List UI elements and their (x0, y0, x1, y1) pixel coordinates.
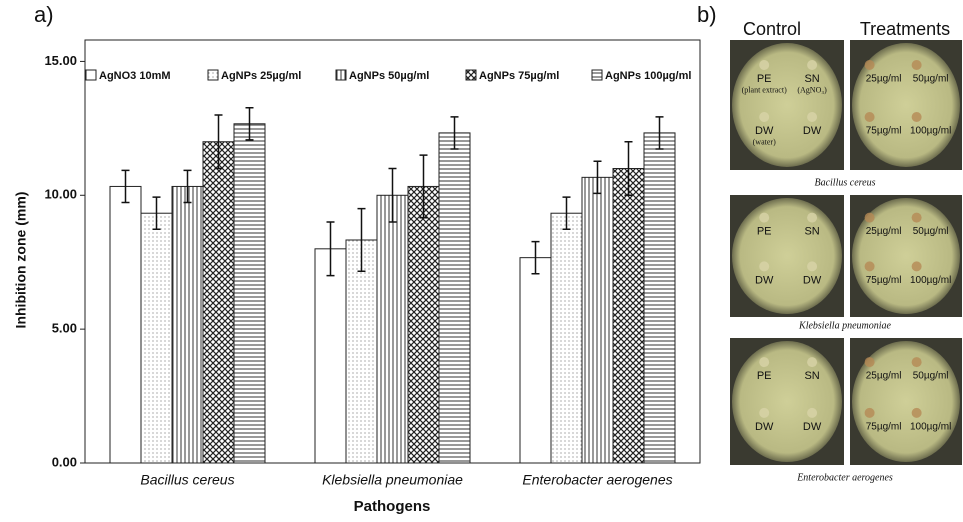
well (912, 357, 922, 367)
well (912, 213, 922, 223)
well-label: DW (755, 274, 774, 286)
y-tick-label: 10.00 (44, 187, 77, 202)
well (865, 112, 875, 122)
well-label: 75µg/ml (866, 275, 902, 286)
y-axis-label: Inhibition zone (mm) (13, 192, 29, 329)
well (865, 213, 875, 223)
photo-caption: Klebsiella pneumoniae (798, 320, 891, 331)
well-label: 50µg/ml (913, 74, 949, 85)
photo-caption: Enterobacter aerogenes (796, 472, 893, 483)
bar (203, 142, 234, 463)
bar (613, 169, 644, 463)
well-label: DW (755, 421, 774, 433)
well-label: SN (804, 370, 819, 382)
well (759, 213, 769, 223)
agar-plate (732, 43, 842, 167)
bar (141, 213, 172, 463)
well (759, 261, 769, 271)
legend-swatch (208, 70, 218, 80)
well (807, 261, 817, 271)
x-tick-label: Klebsiella pneumoniae (322, 472, 463, 488)
bar (377, 195, 408, 463)
well (865, 261, 875, 271)
well (807, 408, 817, 418)
bar (644, 133, 675, 463)
bar (346, 240, 377, 463)
well-label: 75µg/ml (866, 126, 902, 137)
well (912, 261, 922, 271)
well (912, 112, 922, 122)
well-label: PE (757, 370, 772, 382)
y-tick-label: 15.00 (44, 53, 77, 68)
well (759, 357, 769, 367)
bar (520, 258, 551, 463)
well-label: DW (803, 125, 822, 137)
figure: a) Inhibition zone (mm) Pathogens b) 0.0… (0, 0, 963, 517)
bar (172, 186, 203, 463)
well-label: DW (803, 421, 822, 433)
well-sublabel: (AgNO₃) (797, 86, 827, 95)
well-label: 100µg/ml (910, 126, 951, 137)
x-tick-label: Enterobacter aerogenes (522, 472, 672, 488)
well-label: 75µg/ml (866, 422, 902, 433)
well (912, 60, 922, 70)
agar-plate (732, 341, 842, 462)
legend-swatch (592, 70, 602, 80)
y-tick-label: 5.00 (52, 321, 77, 336)
legend-label: AgNPs 50µg/ml (349, 70, 429, 82)
well (807, 357, 817, 367)
well-label: DW (803, 274, 822, 286)
well-sublabel: (water) (753, 138, 776, 147)
well-label: 50µg/ml (913, 226, 949, 237)
x-tick-label: Bacillus cereus (140, 472, 234, 488)
legend-swatch (86, 70, 96, 80)
bar (439, 133, 470, 463)
legend-label: AgNPs 75µg/ml (479, 70, 559, 82)
bar (110, 186, 141, 463)
bar (315, 249, 346, 463)
well (865, 408, 875, 418)
agar-plate (732, 198, 842, 314)
well (807, 60, 817, 70)
panel-label: b) (697, 2, 717, 27)
legend-swatch (336, 70, 346, 80)
x-axis-label: Pathogens (354, 498, 431, 515)
well (912, 408, 922, 418)
y-tick-label: 0.00 (52, 454, 77, 469)
bar (582, 177, 613, 463)
legend-label: AgNPs 100µg/ml (605, 70, 691, 82)
well-sublabel: (plant extract) (742, 86, 787, 95)
photo-caption: Bacillus cereus (814, 177, 875, 188)
column-header: Control (743, 19, 801, 39)
well-label: 25µg/ml (866, 74, 902, 85)
panel-label: a) (34, 2, 54, 27)
well-label: 100µg/ml (910, 275, 951, 286)
well-label: SN (804, 226, 819, 238)
well (759, 112, 769, 122)
well (807, 112, 817, 122)
well-label: PE (757, 73, 772, 85)
well-label: DW (755, 125, 774, 137)
legend-swatch (466, 70, 476, 80)
well-label: 25µg/ml (866, 226, 902, 237)
bar (234, 124, 265, 463)
legend-label: AgNO3 10mM (99, 70, 171, 82)
bar (551, 213, 582, 463)
well (759, 60, 769, 70)
well-label: SN (804, 73, 819, 85)
well-label: 25µg/ml (866, 371, 902, 382)
column-header: Treatments (860, 19, 950, 39)
well (865, 357, 875, 367)
bar (408, 186, 439, 463)
well-label: 50µg/ml (913, 371, 949, 382)
well-label: PE (757, 226, 772, 238)
well (759, 408, 769, 418)
well (865, 60, 875, 70)
well-label: 100µg/ml (910, 422, 951, 433)
well (807, 213, 817, 223)
legend-label: AgNPs 25µg/ml (221, 70, 301, 82)
